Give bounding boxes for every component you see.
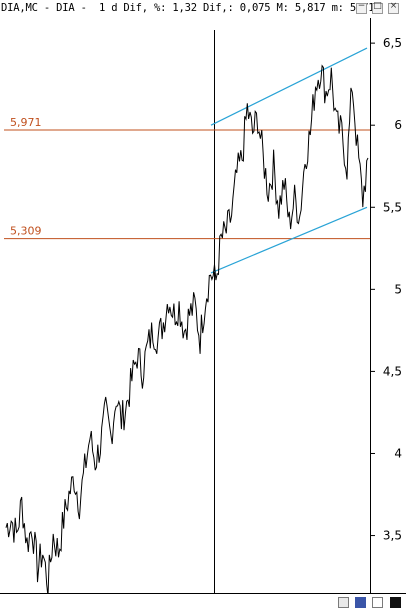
channel-line	[210, 206, 368, 274]
close-button[interactable]: ×	[388, 1, 399, 14]
price-line	[5, 64, 369, 597]
y-tick-label: 5,5	[383, 200, 402, 214]
channel-line	[210, 47, 368, 126]
horizontal-levels: 5,971 5,309	[4, 116, 370, 240]
y-tick-label: 6,5	[383, 36, 402, 50]
pin-icon[interactable]	[372, 597, 383, 608]
scroll-left-icon[interactable]	[338, 597, 349, 608]
bottom-toolbar	[0, 594, 406, 610]
trend-channels	[210, 47, 368, 274]
y-tick-label: 6	[394, 118, 402, 132]
chart-title: DIA,MC - DIA - 1 d Dif, %: 1,32 Dif,: 0,…	[1, 2, 375, 14]
y-tick-label: 3,5	[383, 529, 402, 543]
maximize-button[interactable]: □	[372, 1, 383, 14]
stop-icon[interactable]	[390, 597, 401, 608]
level-label: 5,971	[10, 116, 42, 129]
y-tick-label: 4,5	[383, 364, 402, 378]
plot-frame	[0, 18, 406, 594]
y-tick-label: 5	[394, 282, 402, 296]
minimize-button[interactable]: −	[356, 1, 367, 14]
title-bar: DIA,MC - DIA - 1 d Dif, %: 1,32 Dif,: 0,…	[0, 0, 406, 17]
y-tick-label: 4	[394, 446, 402, 460]
save-icon[interactable]	[355, 597, 366, 608]
price-series	[5, 64, 369, 597]
y-axis: 6,5 6 5,5 5 4,5 4 3,5	[370, 36, 402, 543]
level-label: 5,309	[10, 225, 42, 238]
